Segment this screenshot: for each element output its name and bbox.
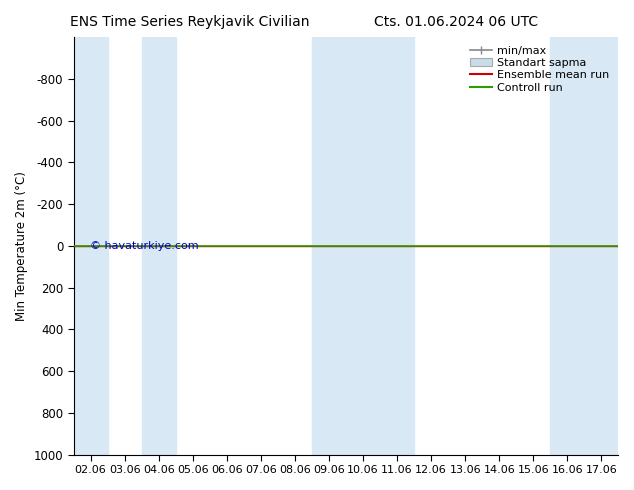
Bar xyxy=(312,37,414,455)
Bar xyxy=(550,37,619,455)
Text: ENS Time Series Reykjavik Civilian: ENS Time Series Reykjavik Civilian xyxy=(70,15,310,29)
Text: Cts. 01.06.2024 06 UTC: Cts. 01.06.2024 06 UTC xyxy=(375,15,538,29)
Legend: min/max, Standart sapma, Ensemble mean run, Controll run: min/max, Standart sapma, Ensemble mean r… xyxy=(466,43,613,96)
Bar xyxy=(142,37,176,455)
Bar xyxy=(74,37,108,455)
Text: © havaturkiye.com: © havaturkiye.com xyxy=(90,241,198,251)
Y-axis label: Min Temperature 2m (°C): Min Temperature 2m (°C) xyxy=(15,171,28,321)
